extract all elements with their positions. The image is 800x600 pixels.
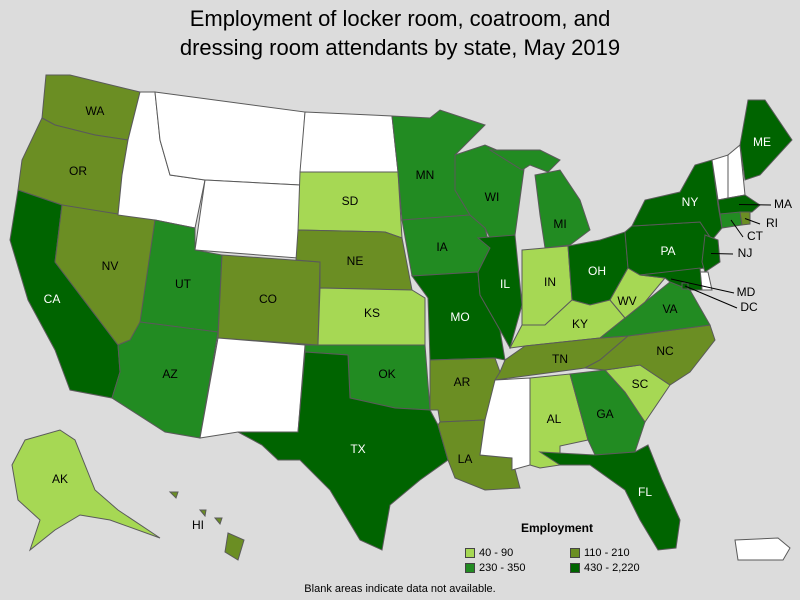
state-label-or: OR — [69, 164, 87, 178]
legend-label: 40 - 90 — [479, 547, 514, 559]
state-label-ri: RI — [766, 216, 778, 230]
state-label-nv: NV — [102, 259, 119, 273]
state-label-ks: KS — [364, 306, 380, 320]
footnote: Blank areas indicate data not available. — [304, 583, 496, 595]
state-pr[interactable] — [734, 537, 791, 561]
state-label-mo: MO — [450, 310, 469, 324]
state-label-mi: MI — [553, 217, 566, 231]
state-tx[interactable] — [237, 351, 449, 551]
legend-item: 40 - 90 — [465, 547, 513, 559]
state-label-ak: AK — [52, 472, 68, 486]
leader-line-dc — [684, 285, 738, 309]
state-label-az: AZ — [162, 367, 177, 381]
leader-line-ma — [738, 204, 772, 206]
state-ak[interactable] — [11, 429, 161, 552]
legend-label: 230 - 350 — [479, 562, 526, 574]
state-label-ok: OK — [378, 367, 395, 381]
state-label-oh: OH — [588, 264, 606, 278]
legend-swatch — [465, 563, 475, 573]
legend-label: 430 - 2,220 — [584, 562, 640, 574]
legend-item: 110 - 210 — [570, 547, 630, 559]
state-label-hi: HI — [192, 518, 204, 532]
state-label-ia: IA — [436, 240, 447, 254]
state-me[interactable] — [739, 99, 793, 181]
leader-line-ri — [744, 218, 761, 225]
state-label-fl: FL — [638, 485, 652, 499]
state-label-co: CO — [259, 292, 277, 306]
state-label-ct: CT — [747, 229, 764, 243]
state-label-sd: SD — [342, 194, 359, 208]
legend-swatch — [570, 563, 580, 573]
state-label-mn: MN — [416, 168, 435, 182]
legend-item: 230 - 350 — [465, 562, 525, 574]
state-az[interactable] — [111, 321, 219, 439]
state-label-la: LA — [458, 452, 473, 466]
state-nm[interactable] — [199, 337, 306, 439]
state-fl[interactable] — [538, 444, 681, 551]
state-label-pa: PA — [660, 244, 675, 258]
state-label-al: AL — [547, 412, 562, 426]
state-label-il: IL — [500, 277, 510, 291]
state-mt[interactable] — [154, 91, 306, 186]
state-label-ar: AR — [454, 375, 471, 389]
state-label-wi: WI — [485, 190, 500, 204]
state-label-wa: WA — [86, 104, 105, 118]
state-label-ga: GA — [596, 407, 613, 421]
leader-line-ct — [730, 219, 744, 238]
state-label-tn: TN — [552, 352, 568, 366]
state-label-nj: NJ — [738, 246, 753, 260]
state-label-in: IN — [544, 275, 556, 289]
state-label-ma: MA — [774, 197, 792, 211]
state-label-sc: SC — [632, 377, 649, 391]
state-label-nc: NC — [656, 344, 674, 358]
state-il[interactable] — [476, 234, 523, 350]
legend-swatch — [570, 548, 580, 558]
state-label-md: MD — [737, 285, 756, 299]
leader-line-md — [670, 278, 735, 294]
legend-swatch — [465, 548, 475, 558]
state-wy[interactable] — [194, 179, 301, 259]
state-label-ca: CA — [44, 292, 61, 306]
state-ks[interactable] — [317, 287, 426, 346]
state-label-tx: TX — [350, 442, 365, 456]
state-label-ut: UT — [175, 277, 192, 291]
state-label-ne: NE — [347, 254, 364, 268]
legend-title: Employment — [521, 521, 594, 535]
state-label-va: VA — [662, 302, 677, 316]
state-nd[interactable] — [299, 111, 399, 173]
legend-label: 110 - 210 — [584, 547, 630, 559]
state-label-me: ME — [753, 135, 771, 149]
state-label-dc: DC — [740, 300, 758, 314]
state-label-wv: WV — [617, 294, 636, 308]
leader-line-nj — [710, 253, 734, 255]
state-label-ny: NY — [682, 195, 699, 209]
legend-item: 430 - 2,220 — [570, 562, 640, 574]
state-hi[interactable] — [168, 491, 245, 561]
state-mi[interactable] — [488, 149, 591, 249]
state-label-ky: KY — [572, 317, 588, 331]
map-title: Employment of locker room, coatroom, and… — [179, 6, 621, 60]
